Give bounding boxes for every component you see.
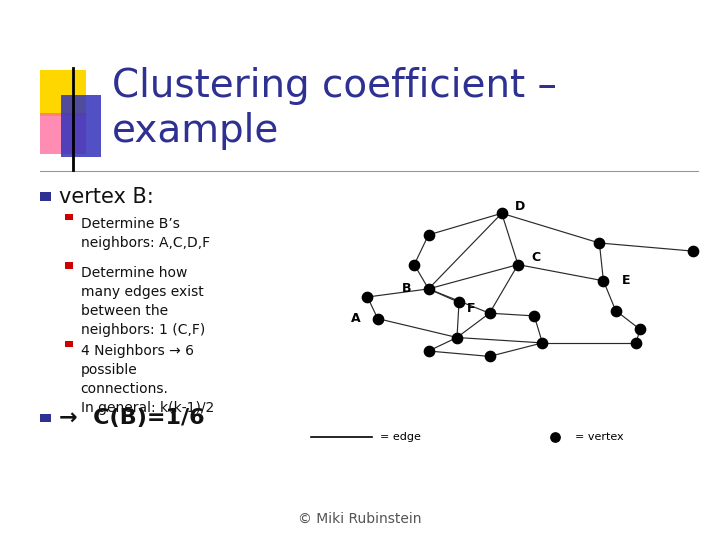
Point: [512, 260, 523, 269]
Text: C: C: [532, 251, 541, 265]
Text: © Miki Rubinstein: © Miki Rubinstein: [298, 511, 422, 525]
Point: [484, 309, 495, 318]
Point: [528, 312, 540, 320]
Point: [634, 325, 646, 334]
Bar: [40, 192, 51, 201]
Bar: [40, 113, 86, 154]
Text: Determine how
many edges exist
between the
neighbors: 1 (C,F): Determine how many edges exist between t…: [81, 266, 205, 336]
Bar: [40, 70, 86, 116]
Bar: [40, 414, 51, 422]
Text: 4 Neighbors → 6
possible
connections.
In general: k(k-1)/2: 4 Neighbors → 6 possible connections. In…: [81, 344, 214, 415]
Text: = edge: = edge: [379, 433, 420, 442]
Point: [549, 433, 560, 442]
Text: = vertex: = vertex: [575, 433, 624, 442]
Text: F: F: [467, 302, 475, 315]
Point: [451, 333, 463, 342]
Point: [408, 260, 420, 269]
Text: example: example: [112, 112, 279, 150]
Text: Clustering coefficient –: Clustering coefficient –: [112, 68, 557, 105]
Text: →  C(B)=1/6: → C(B)=1/6: [59, 408, 204, 428]
Point: [536, 339, 548, 347]
Point: [593, 239, 605, 247]
Point: [630, 339, 642, 347]
Bar: [65, 214, 73, 220]
Point: [687, 247, 698, 255]
Text: A: A: [351, 312, 360, 325]
Text: vertex B:: vertex B:: [59, 186, 154, 207]
Text: B: B: [401, 282, 411, 295]
Point: [598, 276, 609, 285]
Bar: [65, 341, 73, 347]
Bar: [65, 262, 73, 269]
Point: [423, 231, 434, 239]
Text: D: D: [515, 200, 525, 213]
Point: [484, 352, 495, 361]
Point: [361, 293, 373, 301]
Text: E: E: [621, 274, 630, 287]
Point: [423, 347, 434, 355]
Point: [496, 209, 508, 218]
Point: [454, 298, 465, 307]
Text: Determine B’s
neighbors: A,C,D,F: Determine B’s neighbors: A,C,D,F: [81, 217, 210, 250]
Point: [372, 314, 384, 323]
Bar: [61, 94, 101, 157]
Point: [423, 285, 434, 293]
Point: [610, 306, 621, 315]
